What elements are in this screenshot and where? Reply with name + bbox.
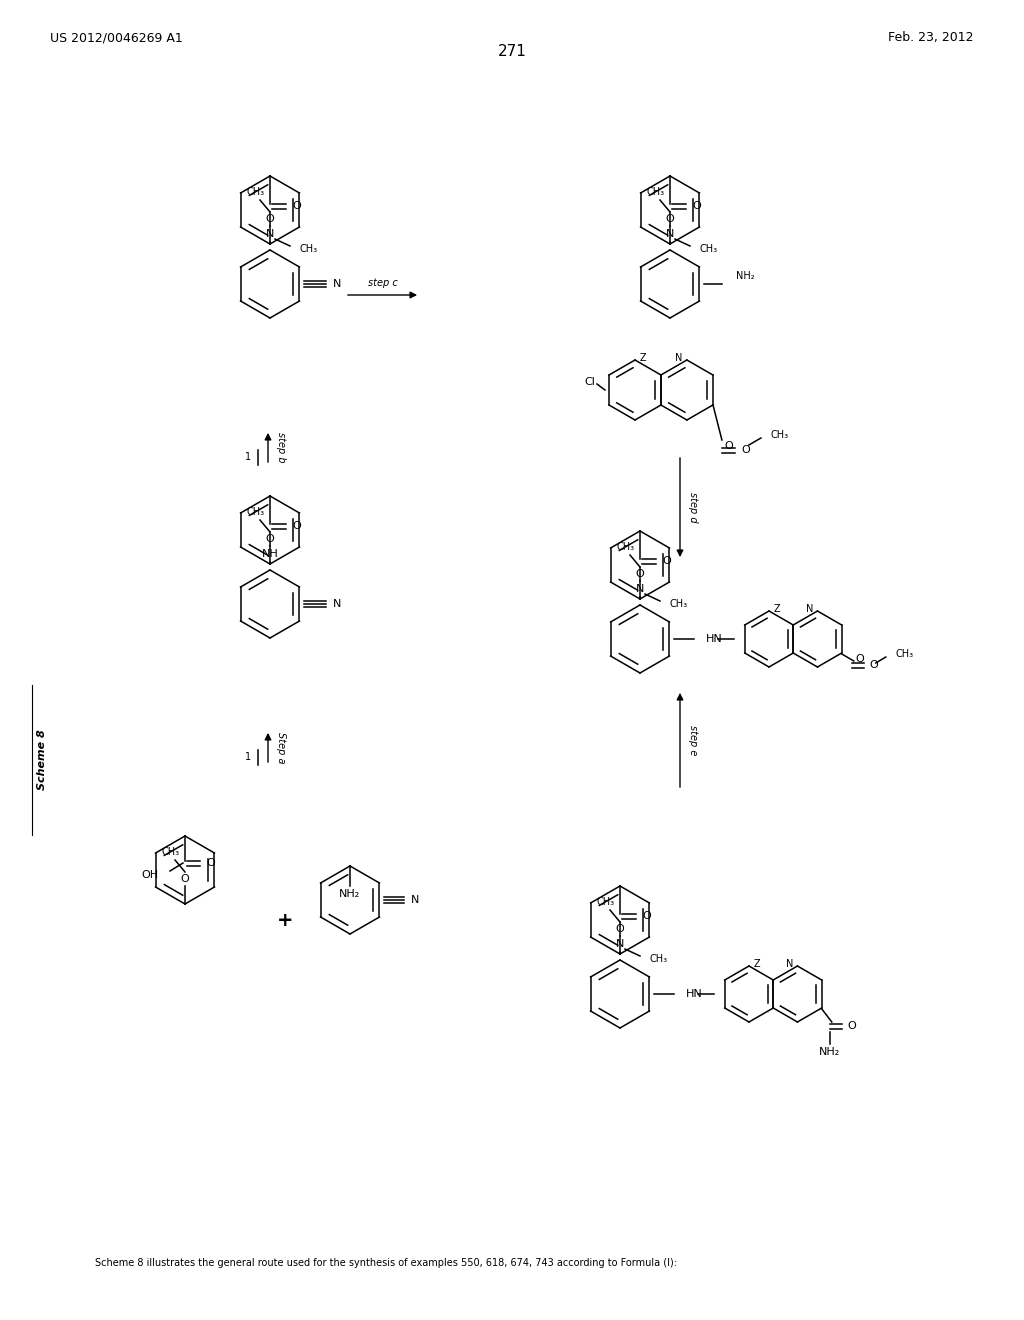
Text: CH₃: CH₃: [247, 187, 265, 197]
Text: CH₃: CH₃: [162, 847, 180, 857]
Text: O: O: [265, 535, 274, 544]
Text: O: O: [642, 911, 650, 921]
Text: 1: 1: [245, 451, 251, 462]
Text: CH₃: CH₃: [650, 954, 668, 964]
Text: Cl: Cl: [584, 378, 595, 387]
Text: Feb. 23, 2012: Feb. 23, 2012: [889, 32, 974, 45]
Text: O: O: [292, 521, 301, 531]
Text: step e: step e: [688, 725, 698, 755]
Text: CH₃: CH₃: [247, 507, 265, 517]
Text: N: N: [333, 599, 341, 609]
Text: Scheme 8: Scheme 8: [37, 730, 47, 791]
Text: N: N: [333, 279, 341, 289]
Text: NH₂: NH₂: [736, 271, 755, 281]
Text: O: O: [692, 201, 700, 211]
Text: N: N: [675, 352, 683, 363]
Text: +: +: [276, 911, 293, 929]
Text: CH₃: CH₃: [670, 599, 688, 609]
Text: O: O: [662, 556, 671, 566]
Text: NH: NH: [261, 549, 279, 558]
Text: 271: 271: [498, 45, 526, 59]
Text: O: O: [725, 441, 733, 451]
Text: N: N: [636, 583, 644, 594]
Text: CH₃: CH₃: [300, 244, 318, 253]
Text: O: O: [615, 924, 625, 935]
Text: HN: HN: [706, 634, 723, 644]
Text: O: O: [741, 445, 750, 455]
Text: Scheme 8 illustrates the general route used for the synthesis of examples 550, 6: Scheme 8 illustrates the general route u…: [95, 1258, 677, 1269]
Text: step b: step b: [276, 432, 286, 463]
Text: O: O: [206, 858, 215, 869]
Text: step c: step c: [368, 279, 397, 288]
Text: NH₂: NH₂: [819, 1047, 841, 1057]
Text: N: N: [806, 605, 813, 614]
Text: O: O: [292, 201, 301, 211]
Text: O: O: [636, 569, 644, 579]
Text: N: N: [785, 960, 794, 969]
Text: CH₃: CH₃: [616, 543, 635, 552]
Text: step d: step d: [688, 492, 698, 523]
Text: OH: OH: [142, 870, 159, 880]
Text: N: N: [411, 895, 420, 906]
Text: O: O: [265, 214, 274, 224]
Text: HN: HN: [686, 989, 702, 999]
Text: N: N: [615, 939, 625, 949]
Text: CH₃: CH₃: [647, 187, 665, 197]
Text: N: N: [266, 228, 274, 239]
Text: CH₃: CH₃: [700, 244, 718, 253]
Text: Step a: Step a: [276, 731, 286, 763]
Text: CH₃: CH₃: [597, 898, 615, 907]
Text: CH₃: CH₃: [896, 649, 914, 659]
Text: O: O: [180, 874, 189, 884]
Text: O: O: [855, 653, 864, 664]
Text: Z: Z: [754, 960, 760, 969]
Text: O: O: [666, 214, 675, 224]
Text: CH₃: CH₃: [771, 430, 790, 440]
Text: Z: Z: [640, 352, 646, 363]
Text: O: O: [869, 660, 879, 671]
Text: Z: Z: [774, 605, 780, 614]
Text: 1: 1: [245, 752, 251, 762]
Text: NH₂: NH₂: [339, 888, 360, 899]
Text: N: N: [666, 228, 674, 239]
Text: US 2012/0046269 A1: US 2012/0046269 A1: [50, 32, 182, 45]
Text: O: O: [848, 1020, 856, 1031]
